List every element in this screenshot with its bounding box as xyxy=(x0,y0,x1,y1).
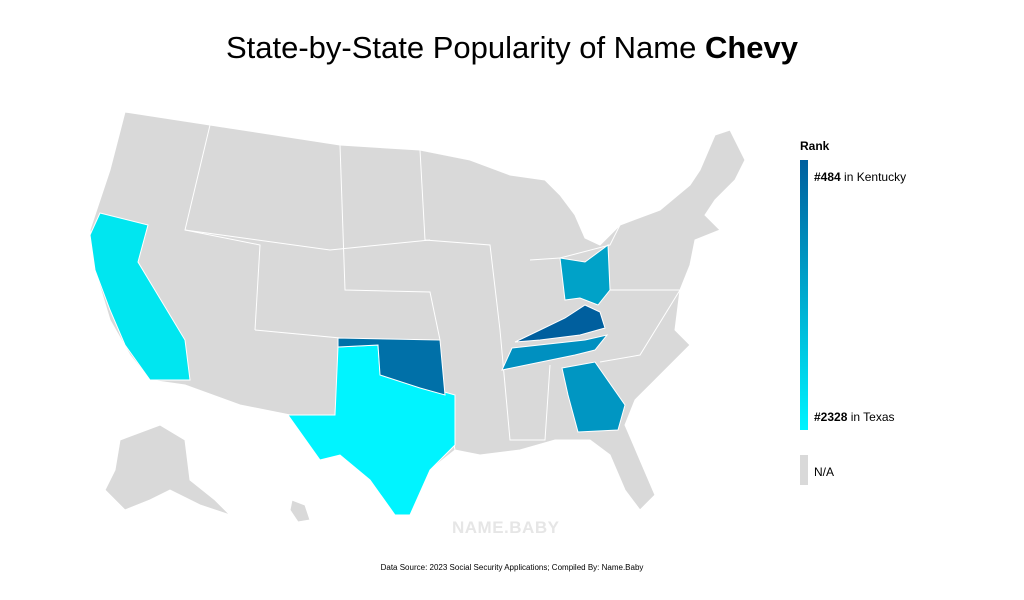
borders xyxy=(184,229,431,251)
title-name: Chevy xyxy=(704,30,799,65)
legend-na-swatch xyxy=(800,455,808,485)
alaska xyxy=(104,424,231,516)
legend-bottom-place: in Texas xyxy=(850,410,895,424)
legend-title: Rank xyxy=(800,139,830,153)
borders xyxy=(339,144,441,341)
title-text: State-by-State Popularity of Name xyxy=(225,30,697,65)
legend-gradient xyxy=(800,160,808,430)
hawaii xyxy=(289,499,311,523)
watermark: NAME.BABY xyxy=(452,518,560,537)
borders xyxy=(419,149,501,331)
legend-bottom: #2328 in Texas xyxy=(814,410,895,424)
legend-top-rank: #484 xyxy=(814,170,841,184)
california xyxy=(89,212,191,381)
states xyxy=(89,111,746,523)
borders xyxy=(184,124,261,331)
georgia xyxy=(561,361,626,433)
tennessee xyxy=(501,334,609,371)
oklahoma xyxy=(337,337,446,396)
legend-bottom-rank: #2328 xyxy=(814,410,848,424)
source: Data Source: 2023 Social Security Applic… xyxy=(380,563,644,572)
borders xyxy=(499,329,551,441)
borders xyxy=(529,224,621,261)
legend-top-place: in Kentucky xyxy=(844,170,907,184)
title: State-by-State Popularity of Name Chevy xyxy=(0,30,1024,66)
ohio xyxy=(559,244,611,306)
kentucky xyxy=(514,304,606,343)
legend-top: #484 in Kentucky xyxy=(814,170,906,184)
borders xyxy=(599,289,681,363)
legend-na: N/A xyxy=(814,465,835,479)
